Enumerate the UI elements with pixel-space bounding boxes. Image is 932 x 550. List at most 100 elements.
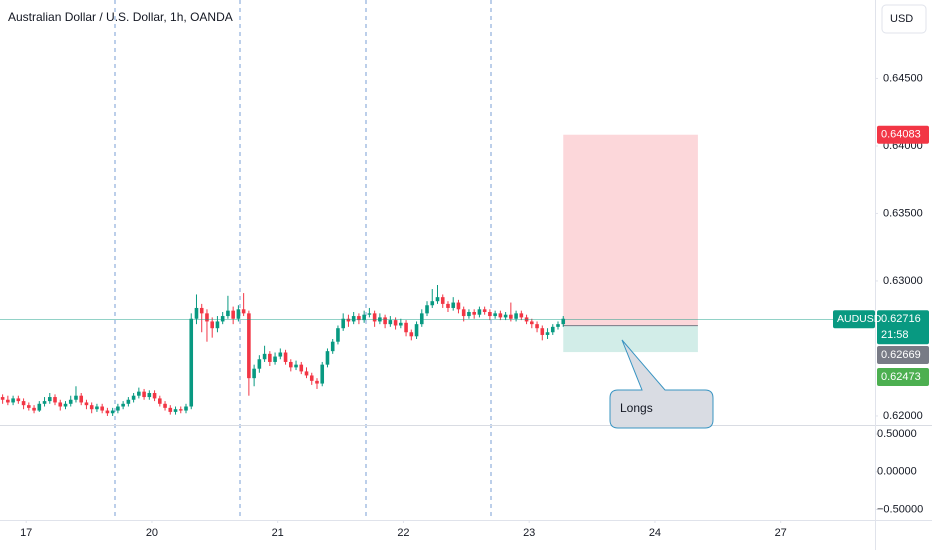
candle-body (53, 397, 57, 403)
candle-body (404, 322, 408, 333)
target-label-bg (877, 368, 929, 386)
candle-body (236, 309, 241, 319)
candle-body (194, 307, 199, 319)
x-tick-label: 17 (20, 527, 32, 539)
candle-body (16, 398, 21, 402)
candle-body (21, 401, 26, 406)
candle-body (32, 407, 36, 411)
candle-body (304, 371, 309, 376)
candle-body (357, 316, 361, 321)
x-tick-label: 20 (146, 527, 158, 539)
countdown: 21:58 (881, 329, 909, 341)
candle-body (42, 401, 47, 404)
candle-body (294, 364, 298, 368)
candle-body (0, 397, 5, 400)
currency-button[interactable] (881, 4, 927, 34)
y2-tick-label: −0.50000 (877, 503, 923, 515)
candle-body (247, 313, 251, 379)
candle-body (509, 314, 513, 319)
candle-body (550, 326, 555, 333)
candle-body (84, 402, 89, 406)
candle-body (74, 395, 78, 400)
candle-body (110, 410, 115, 414)
candle-body (372, 313, 377, 322)
candle-body (419, 313, 424, 325)
candle-body (158, 398, 162, 404)
y2-tick-label: 0.50000 (877, 428, 917, 440)
candle-body (320, 364, 325, 384)
candle-body (131, 395, 136, 400)
candle-body (11, 398, 15, 403)
callout-box (609, 339, 714, 429)
y-tick-label: 0.63000 (883, 275, 923, 287)
candle-body (535, 324, 539, 329)
candle-body (309, 375, 314, 381)
candle-body (79, 395, 84, 403)
candle-body (137, 391, 141, 396)
candle-body (220, 316, 225, 322)
candle-body (336, 328, 340, 342)
candle-body (116, 406, 120, 411)
candle-body (126, 399, 131, 404)
x-tick-label: 23 (523, 527, 535, 539)
candle-body (561, 318, 566, 325)
candle-body (278, 352, 283, 357)
target-label: 0.62473 (881, 371, 921, 383)
candle-body (367, 313, 372, 315)
candle-body (142, 391, 146, 398)
currency-button-label[interactable]: USD (890, 13, 913, 25)
candle-body (147, 393, 152, 398)
candle-body (488, 311, 492, 317)
y-tick-label: 0.63500 (883, 207, 923, 219)
candle-body (425, 305, 429, 314)
candle-body (168, 407, 173, 412)
axes: 0.620000.630000.635000.640000.645000.500… (20, 72, 929, 539)
candle-body (435, 297, 440, 302)
candle-body (346, 318, 351, 322)
candle-body (325, 351, 330, 365)
candle-body (210, 321, 215, 329)
candle-body (440, 297, 445, 304)
candle-body (273, 356, 277, 362)
candle-body (89, 405, 94, 410)
candle-body (252, 368, 256, 379)
candle-body (467, 311, 471, 317)
last-price-label: 0.62716 (881, 313, 921, 325)
candle-body (63, 403, 68, 407)
candle-body (362, 314, 366, 321)
candle-body (299, 364, 304, 372)
candle-body (178, 409, 183, 411)
x-tick-label: 22 (397, 527, 409, 539)
candle-body (456, 302, 461, 310)
candle-body (351, 316, 356, 322)
x-tick-label: 24 (649, 527, 661, 539)
candle-body (47, 397, 52, 402)
entry-label-bg (877, 346, 929, 364)
last-price-bg (877, 310, 929, 345)
candle-body (330, 341, 335, 352)
candle-body (257, 359, 262, 369)
symbol-tag-bg (833, 310, 875, 329)
session-breaks (114, 0, 492, 520)
candle-body (68, 399, 73, 404)
candle-body (231, 310, 235, 319)
candle-body (540, 328, 545, 335)
symbol-tag: AUDUSD (837, 313, 882, 325)
candle-body (493, 313, 497, 317)
candle-body (530, 321, 534, 325)
candle-body (341, 318, 345, 329)
candle-body (288, 361, 293, 368)
overlay: Longs (0, 318, 875, 429)
x-tick-label: 21 (272, 527, 284, 539)
candle-body (461, 309, 466, 317)
candle-body (482, 309, 487, 312)
candle-body (399, 322, 403, 326)
candle-body (283, 352, 288, 362)
annotation: Longs (620, 401, 653, 415)
entry-label: 0.62669 (881, 349, 921, 361)
reward-zone (563, 325, 698, 353)
plot-area (0, 134, 698, 416)
candle-body (388, 320, 393, 325)
candle-body (241, 309, 246, 314)
